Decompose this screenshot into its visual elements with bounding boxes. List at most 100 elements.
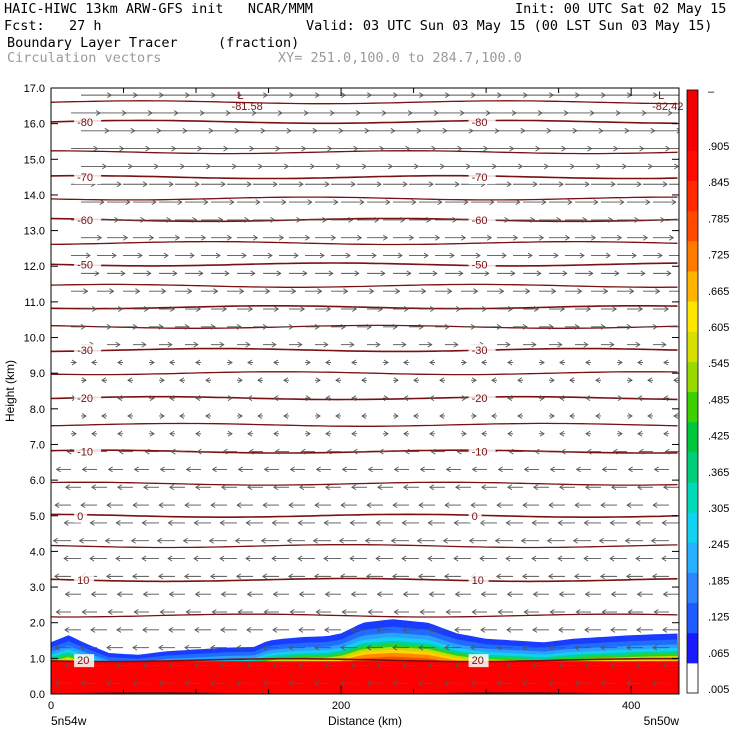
vector-head — [662, 626, 668, 633]
vector-head — [65, 484, 71, 491]
isotherm-label-bg — [74, 445, 102, 459]
vector-head — [440, 163, 446, 170]
vector-head — [393, 466, 399, 473]
vector-head — [453, 341, 459, 348]
vector-head — [390, 537, 396, 544]
vector-head — [263, 466, 269, 473]
field-name: Boundary Layer Tracer — [7, 35, 178, 51]
vector-head — [137, 252, 143, 259]
vector-head — [376, 662, 382, 669]
vector-head — [611, 484, 617, 491]
vector-head — [506, 181, 512, 188]
vector-head — [90, 591, 96, 598]
isotherm-label-bg — [74, 509, 88, 523]
vector-head — [429, 359, 435, 366]
vector-head — [141, 520, 147, 526]
vector-head — [198, 270, 204, 277]
vector-head — [481, 359, 487, 366]
vector-head — [315, 609, 321, 615]
vector-head — [371, 252, 377, 259]
y-tick-label: 10.0 — [24, 333, 45, 345]
vector-head — [297, 555, 303, 562]
vector-head — [167, 555, 173, 562]
isotherm-label: -70 — [77, 172, 93, 184]
vector-head — [281, 199, 287, 205]
vector-head — [248, 448, 254, 455]
vector-head — [128, 163, 134, 170]
vector-head — [548, 680, 554, 687]
vector-head — [170, 306, 176, 312]
vector-head — [273, 395, 279, 402]
vector-head — [289, 609, 295, 615]
vector-head — [236, 502, 242, 508]
vector-head — [657, 252, 663, 259]
vector-head — [305, 395, 311, 402]
colorbar-frame — [686, 89, 699, 694]
vector-head — [55, 466, 61, 473]
isotherm-label-bg — [74, 213, 102, 227]
vector-head — [117, 430, 123, 437]
vector-head — [559, 395, 565, 402]
minimum-value-1: -82.42 — [652, 101, 683, 113]
vector-head — [593, 199, 599, 205]
vector-head — [274, 448, 280, 455]
vector-head — [653, 609, 659, 615]
vector-head — [401, 341, 407, 348]
vector-head — [64, 662, 70, 669]
vector-head — [466, 163, 472, 170]
vector-head — [619, 199, 625, 205]
vector-head — [660, 217, 666, 223]
vector-head — [557, 520, 563, 526]
vector-head — [479, 555, 485, 562]
left-endpoint-label: 5n54w — [51, 714, 87, 728]
vector-head — [78, 537, 84, 544]
vector-head — [419, 466, 425, 473]
vector-head — [522, 323, 528, 330]
vector-head — [610, 626, 616, 633]
vector-head — [515, 199, 521, 205]
y-tick-label: 1.0 — [30, 653, 45, 665]
vector-head — [361, 377, 367, 384]
vector-head — [324, 181, 330, 188]
init-line: Init: 00 UTC Sat 02 May 15 — [515, 1, 727, 17]
vector-head — [107, 466, 113, 473]
vector-head — [383, 430, 389, 437]
vector-head — [210, 573, 216, 580]
vector-head — [442, 537, 448, 544]
y-tick-label: 9.0 — [30, 368, 45, 380]
vector-head — [444, 573, 450, 580]
vector-head — [662, 181, 668, 188]
vector-head — [336, 163, 342, 170]
isotherm-label-bg — [74, 573, 95, 587]
vector-head — [546, 537, 552, 544]
vector-head — [676, 127, 679, 134]
vector-head — [63, 520, 69, 526]
vector-head — [263, 609, 269, 615]
vector-head — [106, 323, 112, 330]
minimum-marker-0: L — [238, 90, 244, 102]
valid-line: Valid: 03 UTC Sun 03 May 15 (00 LST Sun … — [306, 18, 713, 34]
y-tick-label: 14.0 — [24, 190, 45, 202]
vector-head — [622, 163, 628, 170]
vector-head — [369, 288, 375, 295]
vector-head — [559, 430, 565, 437]
vector-head — [272, 591, 278, 598]
colorbar-segment — [687, 120, 698, 151]
vector-head — [423, 252, 429, 259]
vector-head — [253, 234, 259, 241]
vector-head — [302, 270, 308, 277]
vector-head — [653, 466, 659, 473]
vector-head — [154, 163, 160, 170]
vector-head — [610, 662, 616, 669]
vector-head — [255, 199, 261, 205]
vector-head — [539, 430, 545, 437]
vector-head — [388, 163, 394, 170]
vector-head — [284, 163, 290, 170]
colorbar-segment — [687, 90, 698, 121]
vector-head — [273, 484, 279, 491]
vector-head — [133, 466, 139, 473]
vector-head — [158, 323, 164, 330]
vector-head — [89, 555, 95, 562]
vector-head — [497, 609, 503, 615]
vector-head — [532, 591, 538, 598]
